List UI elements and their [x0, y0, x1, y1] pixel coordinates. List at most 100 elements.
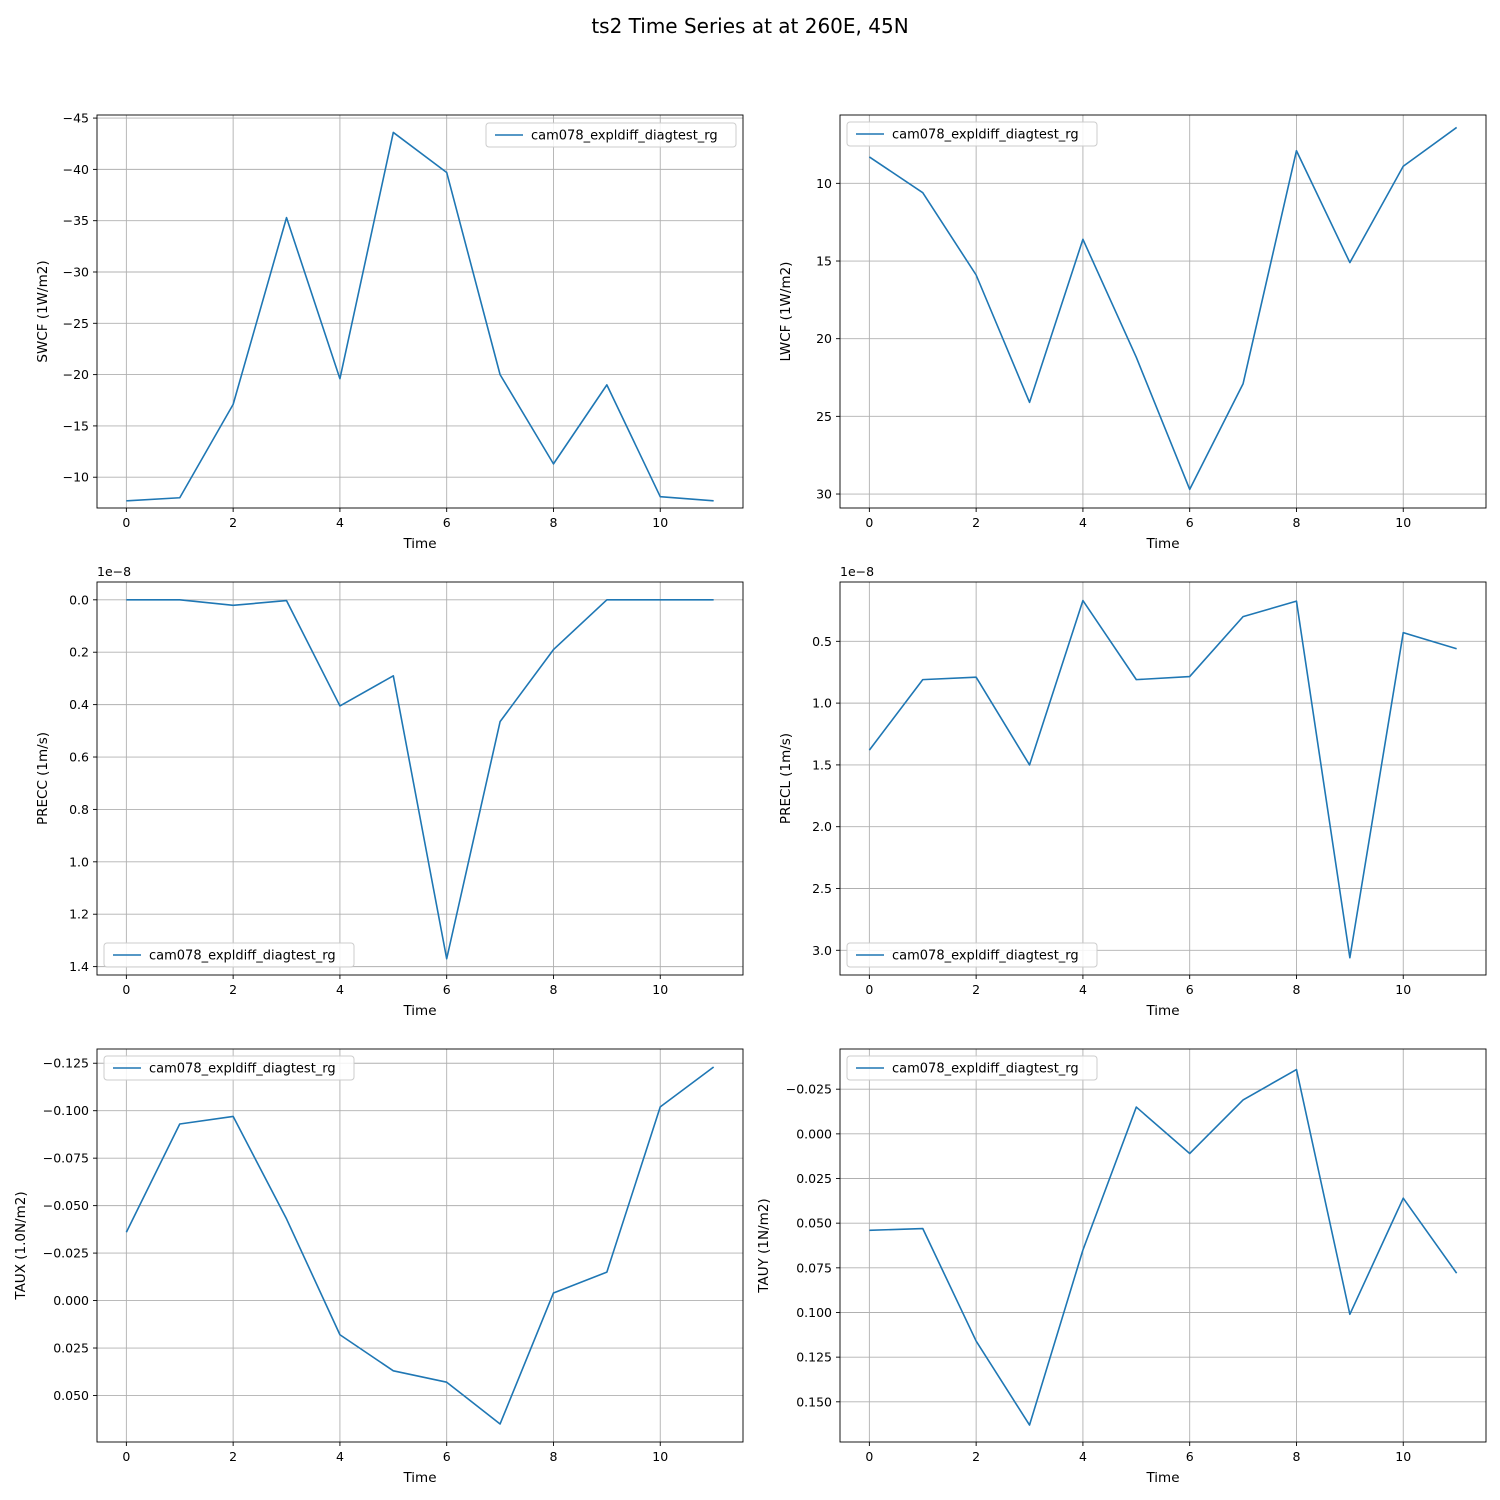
legend-label: cam078_expldiff_diagtest_rg — [149, 949, 336, 964]
y-tick-label: 3.0 — [812, 943, 832, 958]
legend-label: cam078_expldiff_diagtest_rg — [892, 1062, 1079, 1077]
legend-box — [103, 1055, 355, 1081]
y-tick-label: −0.125 — [43, 1056, 89, 1071]
axes-frame — [96, 114, 744, 509]
x-axis-label: Time — [402, 1470, 436, 1486]
y-tick-label: 0.025 — [796, 1171, 832, 1186]
legend-box — [846, 1055, 1098, 1081]
series-line — [868, 126, 1458, 491]
y-tick-label: −0.025 — [43, 1246, 89, 1261]
x-axis-label: Time — [402, 536, 436, 552]
x-tick-label: 4 — [336, 515, 344, 530]
legend-label: cam078_expldiff_diagtest_rg — [892, 949, 1079, 964]
y-axis-label: LWCF (1W/m2) — [778, 262, 794, 362]
y-tick-label: 0.050 — [53, 1388, 89, 1403]
x-tick-label: 2 — [229, 515, 237, 530]
x-tick-label: 0 — [122, 982, 130, 997]
y-offset-label: 1e−8 — [840, 564, 874, 579]
y-tick-label: 10 — [816, 176, 832, 191]
y-tick-label: 1.4 — [69, 959, 89, 974]
x-tick-label: 2 — [229, 1449, 237, 1464]
legend-box — [846, 121, 1098, 147]
x-tick-label: 0 — [865, 515, 873, 530]
y-tick-label: 1.2 — [69, 907, 89, 922]
y-tick-label: 2.5 — [812, 881, 832, 896]
y-tick-label: −0.025 — [786, 1082, 832, 1097]
y-tick-label: 2.0 — [812, 819, 832, 834]
legend-box — [846, 942, 1098, 968]
series-line — [869, 1068, 1458, 1426]
y-tick-label: 0.6 — [69, 750, 89, 765]
x-tick-label: 4 — [336, 982, 344, 997]
x-tick-label: 8 — [549, 515, 557, 530]
y-tick-label: −35 — [63, 213, 89, 228]
y-tick-label: 0.100 — [796, 1305, 832, 1320]
y-axis-label: PRECL (1m/s) — [778, 733, 794, 824]
axes-frame — [839, 114, 1487, 509]
x-tick-label: 0 — [122, 515, 130, 530]
legend-label: cam078_expldiff_diagtest_rg — [531, 129, 718, 144]
legend: cam078_expldiff_diagtest_rg — [103, 942, 355, 968]
series-line — [126, 599, 714, 960]
y-tick-label: −15 — [63, 418, 89, 433]
y-tick-label: 0.2 — [69, 645, 89, 660]
y-tick-label: −25 — [63, 316, 89, 331]
x-tick-label: 8 — [549, 1449, 557, 1464]
chart-panel-5: 0 2 4 6 8 10 −0.125 −0.100 −0.075 −0.050 −0.025 0.0… — [13, 1048, 744, 1486]
axes-frame — [839, 1048, 1487, 1443]
x-tick-label: 0 — [865, 982, 873, 997]
y-axis-label: SWCF (1W/m2) — [35, 260, 51, 362]
x-tick-label: 6 — [1186, 1449, 1194, 1464]
x-tick-label: 10 — [1395, 515, 1411, 530]
chart-panel-4: 0 2 4 6 8 10 0.5 1.0 1.5 2.0 2.5 3.0 Time PRECL (1m/s… — [778, 564, 1487, 1019]
x-tick-label: 2 — [972, 1449, 980, 1464]
y-tick-label: −0.100 — [43, 1103, 89, 1118]
x-tick-label: 6 — [443, 1449, 451, 1464]
x-tick-label: 10 — [1395, 982, 1411, 997]
y-tick-label: 25 — [816, 409, 832, 424]
y-axis-label: TAUX (1.0N/m2) — [13, 1191, 29, 1300]
y-tick-label: 1.0 — [812, 696, 832, 711]
x-tick-label: 4 — [1079, 515, 1087, 530]
chart-panel-6: 0 2 4 6 8 10 −0.025 0.000 0.025 0.050 0.075 0.100 0.… — [756, 1048, 1487, 1486]
x-tick-label: 6 — [443, 515, 451, 530]
y-tick-label: 0.8 — [69, 802, 89, 817]
y-tick-label: 0.050 — [796, 1216, 832, 1231]
x-tick-label: 8 — [1292, 515, 1300, 530]
x-tick-label: 10 — [652, 515, 668, 530]
axes-frame — [96, 1048, 744, 1443]
legend: cam078_expldiff_diagtest_rg — [485, 122, 737, 148]
x-axis-label: Time — [402, 1003, 436, 1019]
x-tick-label: 8 — [1292, 1449, 1300, 1464]
y-tick-label: 0.0 — [69, 592, 89, 607]
y-tick-label: −0.050 — [43, 1198, 89, 1213]
x-tick-label: 10 — [1395, 1449, 1411, 1464]
y-tick-label: −20 — [63, 367, 89, 382]
x-tick-label: 2 — [972, 982, 980, 997]
y-tick-label: −10 — [63, 470, 89, 485]
y-tick-label: 0.4 — [69, 697, 89, 712]
series-line — [126, 131, 714, 502]
x-tick-label: 8 — [1292, 982, 1300, 997]
x-tick-label: 4 — [1079, 1449, 1087, 1464]
x-tick-label: 10 — [652, 1449, 668, 1464]
y-tick-label: 20 — [816, 331, 832, 346]
y-axis-label: PRECC (1m/s) — [35, 732, 51, 825]
y-tick-label: 0.000 — [796, 1126, 832, 1141]
x-axis-label: Time — [1145, 1003, 1179, 1019]
y-tick-label: 30 — [816, 487, 832, 502]
x-tick-label: 6 — [443, 982, 451, 997]
x-tick-label: 2 — [229, 982, 237, 997]
y-tick-label: −45 — [63, 111, 89, 126]
figure-title: ts2 Time Series at at 260E, 45N — [591, 14, 909, 38]
legend: cam078_expldiff_diagtest_rg — [846, 121, 1098, 147]
y-tick-label: −40 — [63, 162, 89, 177]
legend: cam078_expldiff_diagtest_rg — [846, 942, 1098, 968]
legend-box — [103, 942, 355, 968]
x-tick-label: 4 — [336, 1449, 344, 1464]
x-axis-label: Time — [1145, 536, 1179, 552]
y-axis-label: TAUY (1N/m2) — [756, 1198, 772, 1293]
y-tick-label: 1.0 — [69, 854, 89, 869]
y-tick-label: 0.150 — [796, 1394, 832, 1409]
